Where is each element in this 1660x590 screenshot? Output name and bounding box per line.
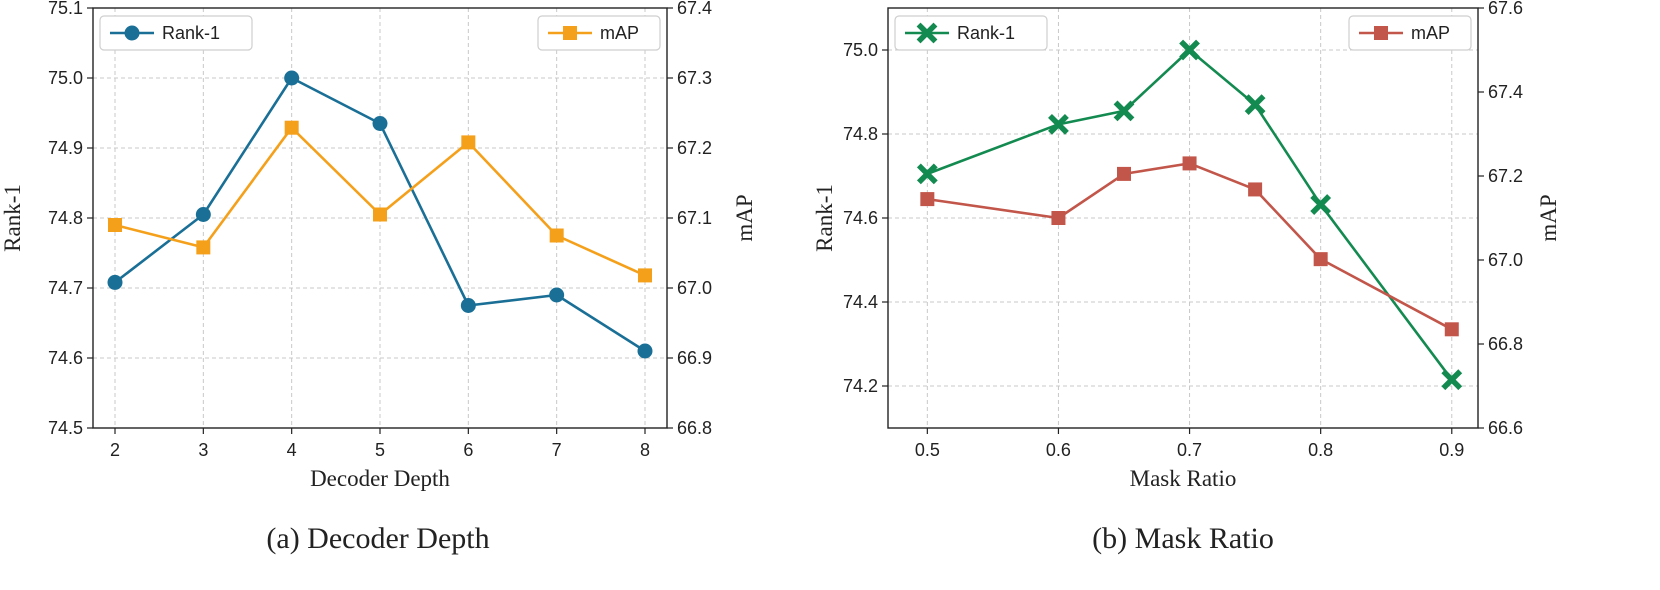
y2-tick-label: 67.2: [1488, 166, 1523, 186]
y2-tick-label: 67.4: [677, 0, 712, 18]
data-point: [916, 163, 938, 185]
legend-label: mAP: [1411, 23, 1450, 43]
data-point: [637, 343, 653, 359]
legend-label: mAP: [600, 23, 639, 43]
x-tick-label: 7: [552, 440, 562, 460]
legend-map: mAP: [1348, 15, 1472, 51]
data-point: [1179, 39, 1200, 61]
y2-tick-label: 67.3: [677, 68, 712, 88]
y2-axis-label: mAP: [732, 194, 757, 241]
y-tick-label: 74.6: [843, 208, 878, 228]
legend-box: [537, 15, 661, 51]
data-point: [107, 274, 123, 290]
y-axis-label: Rank-1: [0, 184, 25, 252]
y2-axis-label: mAP: [1536, 194, 1561, 241]
x-tick-label: 5: [375, 440, 385, 460]
figure-caption: (a) Decoder Depth: [266, 522, 489, 555]
y2-tick-label: 67.1: [677, 208, 712, 228]
y-tick-label: 75.0: [843, 40, 878, 60]
grid: [888, 8, 1478, 428]
data-point: [373, 207, 387, 222]
legend-label: Rank-1: [162, 23, 220, 43]
data-point: [1117, 166, 1131, 181]
data-point: [1310, 194, 1332, 215]
y2-tick-label: 67.4: [1488, 82, 1523, 102]
y-tick-label: 74.8: [48, 208, 83, 228]
x-tick-label: 6: [463, 440, 473, 460]
y2-tick-label: 66.9: [677, 348, 712, 368]
legend-marker: [1374, 26, 1388, 40]
data-point: [1182, 156, 1197, 171]
y-tick-label: 74.6: [48, 348, 83, 368]
data-point: [284, 120, 299, 135]
data-point: [108, 218, 123, 232]
y-axis-label: Rank-1: [812, 184, 837, 252]
y2-tick-label: 67.0: [677, 278, 712, 298]
x-axis-label: Mask Ratio: [1130, 466, 1237, 491]
data-point: [1444, 322, 1459, 337]
data-point: [284, 70, 300, 86]
legend-rank-1: Rank-1: [894, 15, 1048, 51]
legend-marker: [563, 26, 577, 40]
y2-tick-label: 66.6: [1488, 418, 1523, 438]
x-tick-label: 0.8: [1308, 440, 1333, 460]
data-point: [1048, 113, 1069, 135]
x-axis-label: Decoder Depth: [310, 466, 450, 491]
series-rank-1: [916, 39, 1463, 391]
y2-tick-label: 67.6: [1488, 0, 1523, 18]
y2-tick-label: 66.8: [677, 418, 712, 438]
chart-decoder-depth: 2 3 4 5 6 7 8 74.5 74.6 74.7 74.8 74.9 75.0 75.1 66.8 6…: [0, 0, 757, 555]
y2-tick-label: 66.8: [1488, 334, 1523, 354]
x-tick-label: 8: [640, 440, 650, 460]
legend-box: [1348, 15, 1472, 51]
data-point: [637, 268, 652, 283]
legend-rank-1: Rank-1: [99, 15, 253, 51]
series-map: [920, 156, 1459, 337]
data-point: [195, 207, 211, 222]
legend-box: [99, 15, 253, 51]
data-point: [460, 298, 476, 313]
x-tick-label: 0.7: [1177, 440, 1202, 460]
data-point: [1441, 369, 1463, 391]
data-point: [1051, 211, 1066, 225]
y-tick-label: 74.8: [843, 124, 878, 144]
data-point: [1248, 182, 1263, 197]
x-tick-label: 2: [110, 440, 120, 460]
x-tick-label: 0.5: [915, 440, 940, 460]
x-tick-label: 3: [198, 440, 208, 460]
x-tick-label: 0.6: [1046, 440, 1071, 460]
data-point: [549, 228, 564, 243]
x-tick-label: 4: [287, 440, 297, 460]
y-tick-label: 74.7: [48, 278, 83, 298]
y-tick-label: 75.1: [48, 0, 83, 18]
y-tick-label: 74.5: [48, 418, 83, 438]
data-point: [372, 116, 388, 131]
y2-tick-label: 67.2: [677, 138, 712, 158]
y-tick-label: 75.0: [48, 68, 83, 88]
series-map: [108, 120, 652, 283]
legend-map: mAP: [537, 15, 661, 51]
y-tick-label: 74.9: [48, 138, 83, 158]
y2-tick-label: 67.0: [1488, 250, 1523, 270]
y-tick-label: 74.2: [843, 376, 878, 396]
figure-caption: (b) Mask Ratio: [1092, 522, 1274, 555]
x-tick-label: 0.9: [1439, 440, 1464, 460]
data-point: [1113, 100, 1135, 122]
data-point: [1244, 94, 1266, 115]
data-point: [549, 287, 565, 303]
data-point: [920, 192, 935, 207]
chart-mask-ratio: 0.5 0.6 0.7 0.8 0.9 74.2 74.4 74.6 74.8 75.0 66.6 6…: [812, 0, 1561, 555]
data-point: [1313, 252, 1328, 267]
y-tick-label: 74.4: [843, 292, 878, 312]
legend-marker: [916, 22, 938, 44]
data-point: [461, 135, 476, 150]
legend-label: Rank-1: [957, 23, 1015, 43]
legend-marker: [124, 25, 140, 41]
series-rank-1: [107, 70, 653, 359]
data-point: [196, 240, 211, 255]
